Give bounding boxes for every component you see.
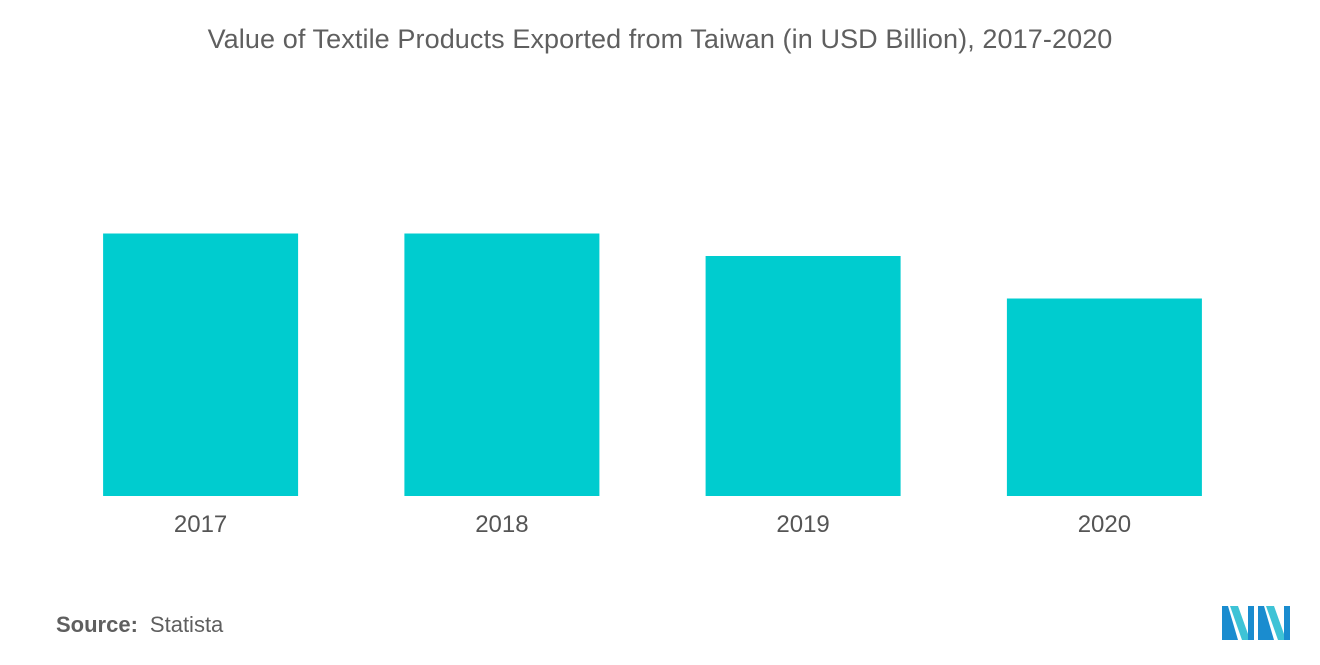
source-label: Source: xyxy=(56,612,138,637)
bar-2017 xyxy=(103,233,299,496)
bar-2019 xyxy=(705,256,901,496)
chart-title: Value of Textile Products Exported from … xyxy=(207,24,1113,54)
x-tick-label-2020: 2020 xyxy=(1078,511,1131,538)
source-value: Statista xyxy=(149,612,224,637)
bar-2018 xyxy=(404,233,600,496)
bars-layer xyxy=(103,233,1202,496)
x-tick-label-2019: 2019 xyxy=(776,511,829,538)
bar-2020 xyxy=(1006,298,1202,496)
mordor-intelligence-logo-icon xyxy=(1222,606,1290,640)
x-axis-labels: 2017 2018 2019 2020 xyxy=(174,511,1131,538)
x-tick-label-2017: 2017 xyxy=(174,511,227,538)
source-note: Source: Statista xyxy=(56,612,223,638)
x-tick-label-2018: 2018 xyxy=(475,511,528,538)
